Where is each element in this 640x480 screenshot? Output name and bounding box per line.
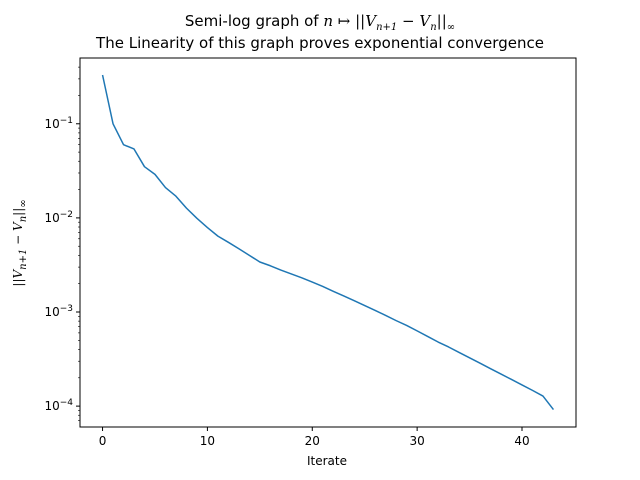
chart-title: Semi-log graph of n ↦ ||Vn+1 − Vn||∞ bbox=[0, 12, 640, 33]
chart-title-text: Semi-log graph of bbox=[184, 12, 324, 30]
y-tick-label: 10−4 bbox=[44, 398, 73, 413]
ylabel-sub: n+1 bbox=[18, 248, 29, 270]
title-math-sub: n bbox=[430, 22, 437, 33]
x-tick-label: 10 bbox=[200, 434, 215, 448]
y-axis-label: ||Vn+1 − Vn||∞ bbox=[11, 199, 29, 286]
ylabel-part: ||V bbox=[11, 269, 25, 287]
ticks-layer: 0 10 20 30 40 10−1 10−2 10−3 10−4 bbox=[44, 66, 530, 448]
title-math-part: || bbox=[436, 12, 447, 30]
chart-title-math: n ↦ ||Vn+1 − Vn||∞ bbox=[323, 12, 456, 33]
x-tick-label: 20 bbox=[305, 434, 320, 448]
x-axis-label: Iterate bbox=[306, 454, 347, 468]
ylabel-part: − V bbox=[11, 222, 25, 249]
ylabel-sub: n bbox=[18, 215, 29, 223]
x-tick-label: 40 bbox=[514, 434, 529, 448]
ylabel-part: || bbox=[11, 207, 25, 216]
y-tick-label: 10−3 bbox=[44, 304, 73, 319]
x-tick-label: 0 bbox=[99, 434, 107, 448]
series-line bbox=[101, 74, 555, 410]
ylabel-sub: ∞ bbox=[18, 199, 29, 208]
y-tick-label: 10−2 bbox=[44, 210, 73, 225]
y-tick-label: 10−1 bbox=[44, 116, 73, 131]
x-tick-label: 30 bbox=[409, 434, 424, 448]
title-math-sub: ∞ bbox=[446, 22, 456, 33]
title-math-part: − V bbox=[397, 12, 431, 30]
title-math-sub: n+1 bbox=[376, 22, 398, 33]
title-math-part: n ↦ ||V bbox=[323, 12, 377, 30]
axes-frame bbox=[79, 57, 577, 428]
chart-subtitle: The Linearity of this graph proves expon… bbox=[96, 34, 544, 52]
